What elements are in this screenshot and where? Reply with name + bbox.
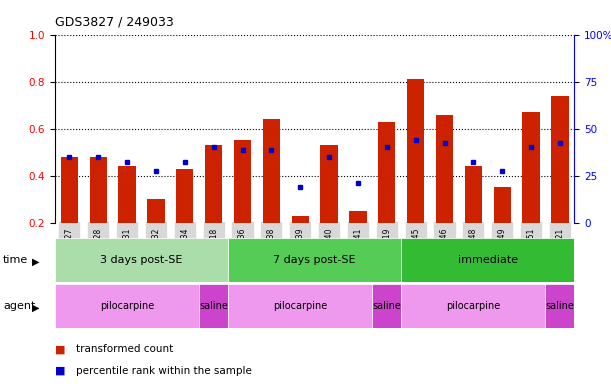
Text: ▶: ▶ [32, 257, 39, 267]
Bar [320, 145, 338, 223]
Bar [551, 96, 569, 223]
Text: percentile rank within the sample: percentile rank within the sample [76, 366, 252, 376]
Bar [494, 187, 511, 223]
Bar [291, 216, 309, 223]
Bar [228, 238, 401, 282]
Text: pilocarpine: pilocarpine [100, 301, 154, 311]
Bar [234, 141, 251, 223]
Bar [401, 238, 574, 282]
Bar [263, 119, 280, 223]
Text: transformed count: transformed count [76, 344, 174, 354]
Bar [55, 284, 199, 328]
Bar [522, 112, 540, 223]
Bar [90, 157, 107, 223]
Bar [60, 157, 78, 223]
Text: ■: ■ [55, 366, 65, 376]
Bar [378, 122, 395, 223]
Bar [176, 169, 194, 223]
Bar [228, 284, 372, 328]
Text: 7 days post-SE: 7 days post-SE [273, 255, 356, 265]
Bar [199, 284, 228, 328]
Text: ▶: ▶ [32, 303, 39, 313]
Text: 3 days post-SE: 3 days post-SE [100, 255, 183, 265]
Text: pilocarpine: pilocarpine [446, 301, 500, 311]
Text: immediate: immediate [458, 255, 518, 265]
Bar [147, 199, 164, 223]
Text: GDS3827 / 249033: GDS3827 / 249033 [55, 15, 174, 28]
Bar [465, 166, 482, 223]
Text: pilocarpine: pilocarpine [273, 301, 327, 311]
Bar [401, 284, 546, 328]
Text: saline: saline [372, 301, 401, 311]
Text: ■: ■ [55, 344, 65, 354]
Bar [407, 79, 424, 223]
Text: time: time [3, 255, 28, 265]
Bar [349, 211, 367, 223]
Bar [436, 114, 453, 223]
Bar [55, 238, 228, 282]
Text: saline: saline [546, 301, 574, 311]
Text: saline: saline [199, 301, 228, 311]
Bar [119, 166, 136, 223]
Bar [546, 284, 574, 328]
Bar [205, 145, 222, 223]
Bar [372, 284, 401, 328]
Text: agent: agent [3, 301, 35, 311]
